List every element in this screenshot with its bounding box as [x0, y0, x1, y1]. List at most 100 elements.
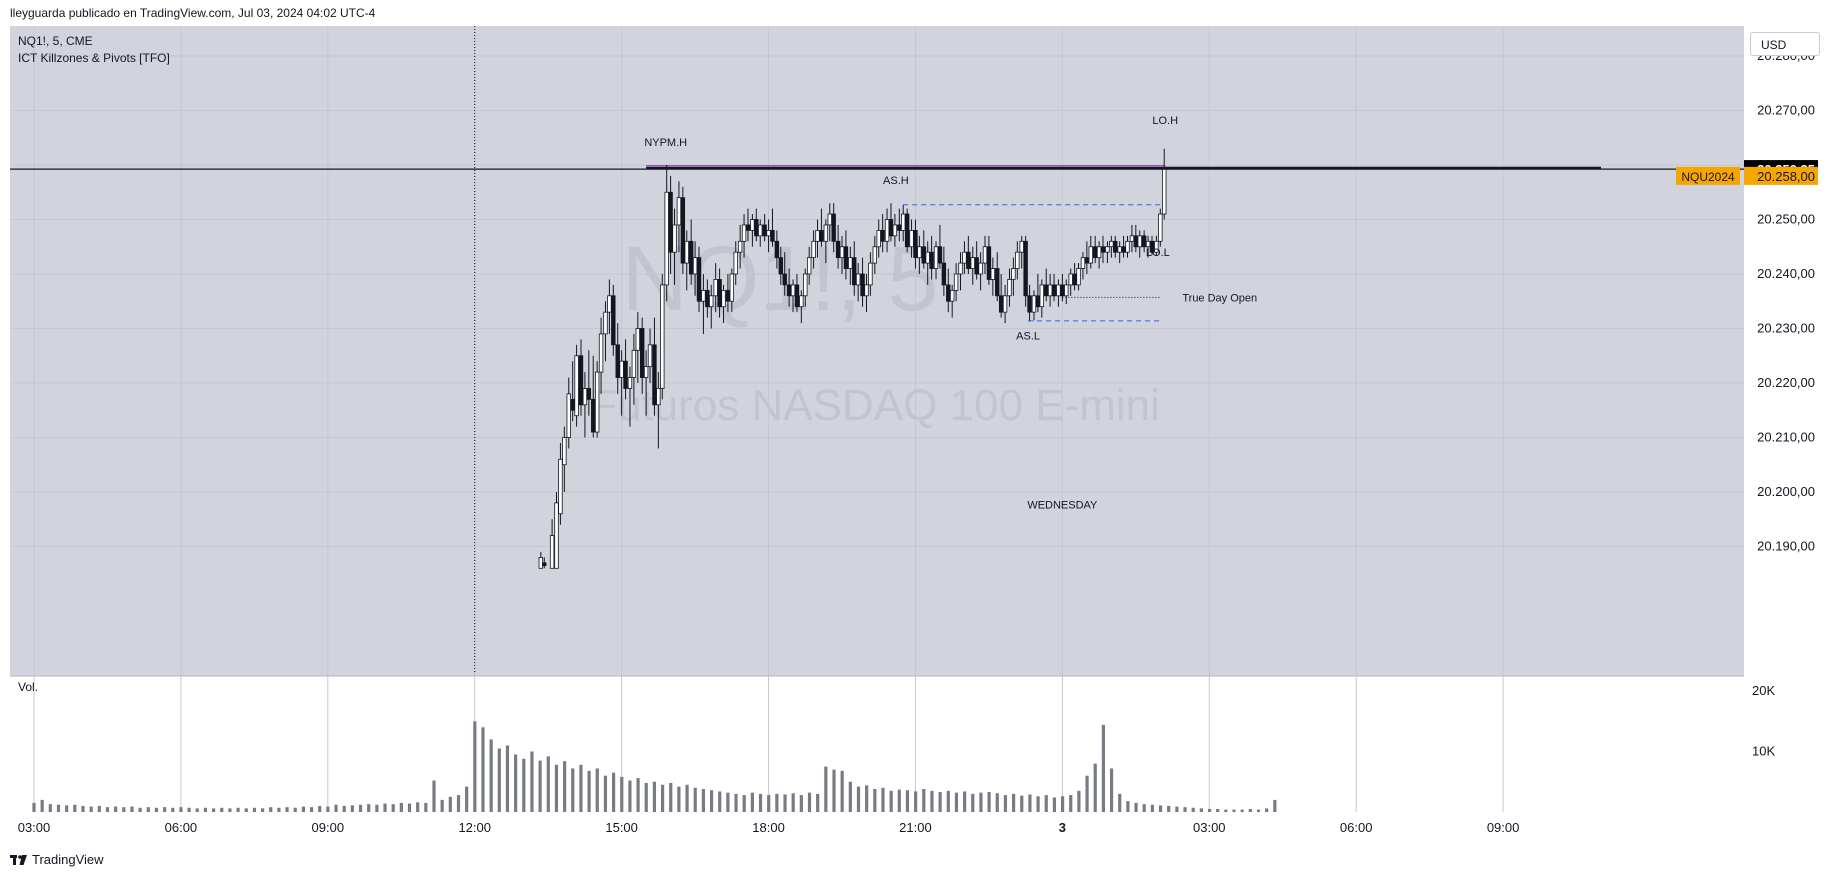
volume-bar	[1069, 795, 1073, 812]
volume-bar	[375, 804, 379, 812]
candle-body	[1129, 235, 1135, 242]
candle-body	[864, 284, 869, 297]
volume-bar	[367, 804, 371, 812]
legend-indicator[interactable]: ICT Killzones & Pivots [TFO]	[18, 51, 170, 65]
candle-body	[1064, 284, 1069, 297]
time-tick-label: 3	[1059, 820, 1066, 835]
candle-body	[1002, 295, 1008, 313]
contract-name-label: NQU2024	[1681, 170, 1735, 184]
level-label-as-l: AS.L	[1016, 330, 1040, 342]
volume-bar	[685, 784, 689, 812]
volume-bar	[211, 808, 216, 812]
volume-bar	[1265, 808, 1269, 812]
volume-bar	[1191, 807, 1195, 812]
time-tick-label: 06:00	[165, 820, 198, 835]
volume-bar	[505, 745, 510, 812]
candle-body	[941, 262, 947, 286]
volume-bar	[889, 790, 893, 812]
volume-bar	[709, 790, 714, 812]
time-tick-label: 03:00	[18, 820, 51, 835]
time-tick-label: 06:00	[1340, 820, 1373, 835]
candle-body	[855, 273, 861, 286]
candle-body	[888, 219, 894, 237]
volume-bar	[1044, 795, 1048, 812]
volume-bar	[1052, 797, 1057, 812]
candle-body	[880, 229, 885, 242]
volume-bar	[587, 770, 591, 812]
volume-bar	[407, 803, 412, 812]
level-labels: NYPM.H AS.H AS.L True Day Open LO.H LO.L WEDNE…	[644, 115, 1257, 511]
footer-brand-text: TradingView	[32, 852, 104, 867]
candle-body	[598, 333, 604, 373]
volume-bar	[285, 807, 289, 812]
price-tick-label: 20.210,00	[1757, 430, 1815, 445]
candle-body	[1145, 240, 1151, 248]
volume-bar	[1085, 775, 1089, 812]
volume-bar	[1118, 793, 1122, 812]
price-ticks: 20.280,0020.270,0020.260,0020.250,0020.2…	[1757, 48, 1815, 554]
time-tick-label: 18:00	[752, 820, 785, 835]
price-tick-label: 20.200,00	[1757, 484, 1815, 499]
candle-body	[725, 289, 731, 302]
candle-body	[868, 262, 873, 286]
candle-body	[1031, 295, 1037, 313]
footer-brand[interactable]: TradingView	[10, 852, 104, 867]
volume-bar	[293, 807, 297, 812]
candle-body	[986, 246, 992, 280]
volume-bar	[816, 793, 820, 812]
legend-volume[interactable]: Vol.	[18, 680, 39, 694]
volume-bar	[89, 806, 93, 812]
candle-body	[1096, 246, 1102, 259]
candle-body	[1125, 240, 1130, 253]
candle-body	[774, 240, 780, 259]
volume-bar	[840, 770, 844, 812]
candle-body	[1141, 235, 1147, 248]
candle-body	[803, 273, 808, 297]
volume-bar	[930, 790, 934, 812]
currency-button[interactable]: USD	[1750, 32, 1820, 56]
candle-body	[701, 289, 706, 302]
candle-body	[892, 224, 898, 237]
volume-bar	[914, 791, 918, 812]
candle-body	[925, 251, 930, 264]
candle-body	[1109, 240, 1114, 248]
volume-bar	[399, 802, 403, 812]
candle-body	[758, 224, 763, 237]
volume-bar	[81, 805, 85, 812]
candle-body	[1084, 257, 1090, 264]
volume-bar	[252, 807, 257, 812]
volume-bar	[1101, 724, 1105, 812]
volume-bars	[32, 721, 1277, 812]
candle-body	[1035, 295, 1041, 308]
price-tick-label: 20.270,00	[1757, 103, 1815, 118]
volume-bar	[750, 792, 754, 812]
candle-body	[799, 295, 804, 308]
candle-body	[835, 240, 841, 259]
candle-body	[909, 229, 914, 248]
candle-body	[819, 229, 824, 242]
candle-body	[582, 388, 588, 406]
volume-bar	[56, 804, 61, 812]
volume-bar	[481, 727, 485, 812]
candle-body	[643, 366, 649, 378]
candle-body	[741, 224, 747, 242]
candle-body	[953, 273, 959, 291]
volume-bar	[538, 760, 542, 812]
candle-body	[839, 246, 845, 259]
volume-bar	[1003, 795, 1008, 812]
legend-symbol[interactable]: NQ1!, 5, CME	[18, 34, 93, 48]
candle-body	[586, 388, 592, 400]
volume-bar	[1060, 796, 1065, 812]
time-axis[interactable]	[0, 812, 1744, 844]
volume-bar	[114, 806, 118, 812]
chart-panel[interactable]	[10, 26, 1744, 676]
candle-body	[901, 213, 906, 231]
candles	[538, 148, 1167, 569]
candle-body	[745, 224, 751, 231]
volume-bar	[905, 790, 910, 812]
time-tick-label: 21:00	[899, 820, 932, 835]
candle-body	[1051, 284, 1057, 297]
volume-bar	[652, 781, 657, 812]
